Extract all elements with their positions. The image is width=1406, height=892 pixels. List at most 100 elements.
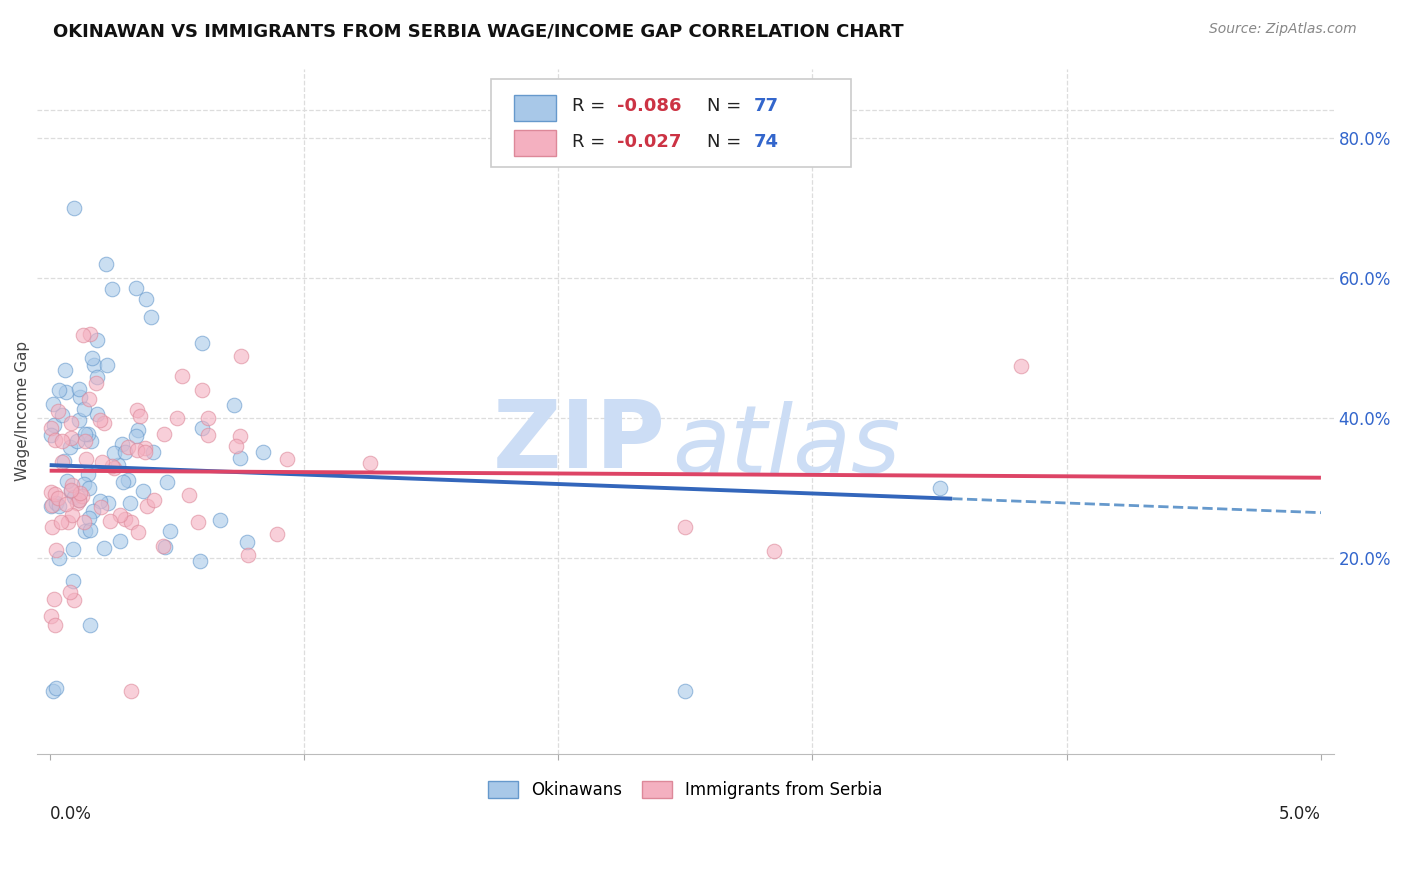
- Point: [127, 424, 149, 438]
- Point: [98, 514, 121, 528]
- Text: 77: 77: [754, 97, 779, 115]
- Point: [136, 499, 159, 513]
- Point: [229, 450, 252, 465]
- Point: [166, 410, 188, 425]
- Point: [94, 257, 117, 271]
- Point: [238, 548, 260, 562]
- Point: [69, 486, 91, 500]
- Point: [252, 445, 274, 459]
- Point: [73, 426, 96, 441]
- Point: [51, 409, 73, 423]
- Point: [763, 544, 786, 558]
- Point: [152, 427, 174, 442]
- Legend: Okinawans, Immigrants from Serbia: Okinawans, Immigrants from Serbia: [479, 772, 891, 807]
- Point: [51, 455, 73, 469]
- Y-axis label: Wage/Income Gap: Wage/Income Gap: [15, 341, 30, 482]
- Text: N =: N =: [707, 97, 748, 115]
- Point: [62, 202, 84, 216]
- Point: [79, 523, 101, 537]
- Point: [63, 593, 86, 607]
- Point: [51, 434, 73, 448]
- Point: [111, 437, 134, 451]
- Point: [48, 550, 70, 565]
- Point: [83, 358, 105, 372]
- Point: [77, 427, 100, 442]
- Point: [110, 508, 132, 522]
- Point: [60, 483, 83, 498]
- Point: [236, 535, 259, 549]
- Text: atlas: atlas: [672, 401, 901, 492]
- Point: [39, 484, 62, 499]
- Point: [127, 524, 149, 539]
- Point: [60, 431, 83, 445]
- Point: [44, 618, 66, 632]
- Point: [45, 681, 67, 695]
- Point: [1010, 359, 1032, 373]
- Point: [89, 493, 111, 508]
- Point: [77, 511, 100, 525]
- Point: [359, 456, 381, 470]
- Point: [67, 383, 90, 397]
- Point: [191, 384, 214, 398]
- FancyBboxPatch shape: [491, 78, 851, 167]
- Point: [55, 384, 77, 399]
- Point: [48, 383, 70, 397]
- Point: [120, 516, 142, 530]
- Point: [44, 433, 66, 447]
- Point: [62, 542, 84, 557]
- Point: [197, 427, 219, 442]
- Point: [117, 441, 139, 455]
- Point: [187, 515, 209, 529]
- Bar: [515, 130, 555, 156]
- Point: [90, 500, 112, 515]
- Text: OKINAWAN VS IMMIGRANTS FROM SERBIA WAGE/INCOME GAP CORRELATION CHART: OKINAWAN VS IMMIGRANTS FROM SERBIA WAGE/…: [53, 22, 904, 40]
- Point: [44, 487, 66, 501]
- Text: R =: R =: [572, 133, 612, 151]
- Point: [143, 493, 166, 508]
- Point: [39, 499, 62, 513]
- Point: [80, 351, 103, 366]
- Text: R =: R =: [572, 97, 612, 115]
- Point: [86, 376, 108, 390]
- Point: [75, 434, 97, 448]
- Text: ZIP: ZIP: [494, 396, 666, 488]
- Point: [75, 451, 97, 466]
- Point: [73, 524, 96, 539]
- Bar: [515, 95, 555, 120]
- Point: [107, 458, 129, 472]
- Point: [60, 416, 83, 430]
- Point: [125, 403, 148, 417]
- Point: [93, 416, 115, 430]
- Point: [86, 407, 108, 421]
- Point: [39, 428, 62, 442]
- Text: -0.027: -0.027: [617, 133, 681, 151]
- Point: [55, 497, 77, 511]
- Point: [44, 591, 66, 606]
- Point: [49, 515, 72, 529]
- Point: [60, 483, 83, 498]
- Point: [103, 460, 125, 475]
- Point: [53, 454, 76, 468]
- Point: [93, 541, 115, 555]
- Point: [197, 410, 219, 425]
- Point: [42, 417, 65, 432]
- Point: [191, 421, 214, 435]
- Point: [46, 491, 69, 506]
- Point: [67, 413, 90, 427]
- Point: [155, 540, 177, 554]
- Point: [229, 429, 252, 443]
- Point: [79, 618, 101, 632]
- Point: [141, 310, 163, 324]
- Point: [66, 434, 89, 448]
- Point: [79, 392, 101, 406]
- Point: [179, 487, 201, 501]
- Point: [170, 369, 193, 384]
- Point: [45, 542, 67, 557]
- Point: [48, 499, 70, 513]
- Text: 0.0%: 0.0%: [49, 805, 91, 823]
- Point: [134, 445, 156, 459]
- Point: [60, 508, 83, 522]
- Point: [125, 443, 148, 458]
- Point: [131, 484, 153, 499]
- Point: [673, 684, 696, 698]
